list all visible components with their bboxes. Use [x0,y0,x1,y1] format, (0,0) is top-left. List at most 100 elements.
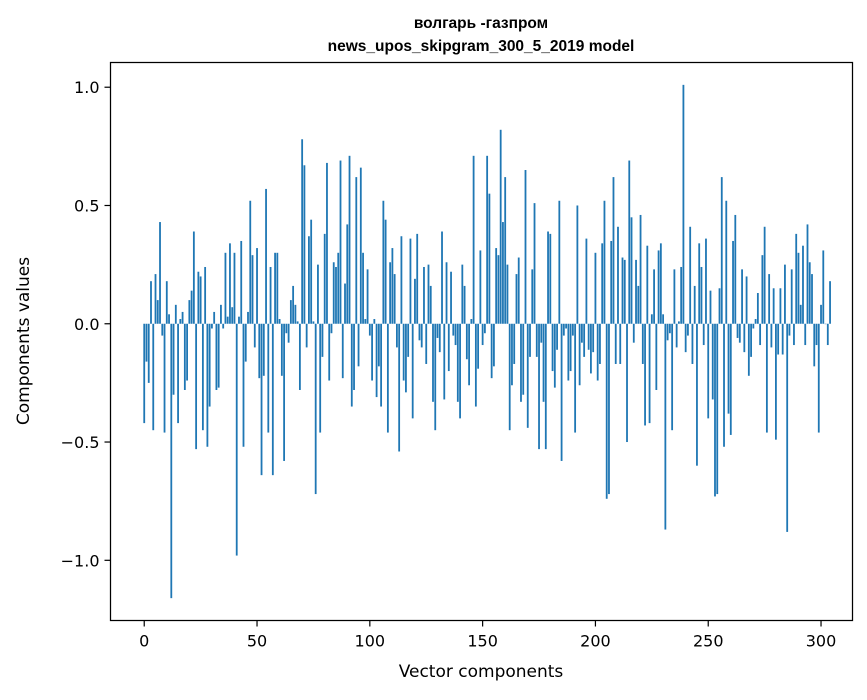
bar [518,258,520,324]
bar [346,224,348,323]
bar [719,288,721,323]
bar [504,177,506,324]
bar [166,281,168,324]
bar [419,324,421,341]
bar [511,324,513,386]
bar [698,243,700,323]
bar [669,324,671,333]
bar [155,274,157,324]
bar [608,324,610,494]
bar [335,267,337,324]
bar [646,246,648,324]
bar [464,286,466,324]
x-tick-label: 150 [467,632,498,651]
bar [502,222,504,324]
bar [317,265,319,324]
bar [281,324,283,376]
bar [660,243,662,323]
bar [498,255,500,324]
bar [531,269,533,323]
bar [186,324,188,381]
bar [820,305,822,324]
bar [685,324,687,352]
bar [732,241,734,324]
bar [488,194,490,324]
bar [240,241,242,324]
bar [213,312,215,324]
bar [475,324,477,407]
bar [304,165,306,323]
bar [446,262,448,324]
bar [247,312,249,324]
bar [802,246,804,324]
y-axis-label: Components values [14,257,34,425]
bar [714,324,716,497]
bar [299,324,301,390]
bar [786,324,788,532]
bar [538,324,540,449]
bar [671,324,673,430]
bar [493,324,495,367]
plot-frame [111,63,853,621]
x-tick-label: 50 [247,632,267,651]
bar [380,324,382,407]
bar [561,324,563,461]
bar [500,130,502,324]
chart-title-line2: news_upos_skipgram_300_5_2019 model [328,38,635,55]
bar [795,234,797,324]
bar [766,324,768,433]
bar [461,265,463,324]
bar [574,324,576,433]
bar [556,324,558,350]
bar [572,324,574,336]
bar [229,243,231,323]
bar [705,239,707,324]
bar [813,324,815,367]
bar [592,324,594,352]
bar [200,276,202,323]
bar [164,324,166,433]
x-tick-label: 100 [355,632,386,651]
bar [355,177,357,324]
bar [782,324,784,355]
bar [680,267,682,324]
bar [443,324,445,400]
bar [220,305,222,324]
bar [816,324,818,345]
bar [252,255,254,324]
bar [673,269,675,323]
bar [689,227,691,324]
bar [396,324,398,348]
bar [725,201,727,324]
bar [382,201,384,324]
bar [161,324,163,336]
bar [775,324,777,440]
bar [405,324,407,393]
y-axis: −1.0−0.50.00.51.0 [61,78,111,570]
bar [746,276,748,323]
bar [507,265,509,324]
bar [452,324,454,336]
bar [179,319,181,324]
bar [437,324,439,338]
bar [391,248,393,324]
bar [755,319,757,324]
bar [276,253,278,324]
bar [683,85,685,324]
bar [407,324,409,357]
bar [294,305,296,324]
bar [416,234,418,324]
y-tick-label: 1.0 [74,78,99,97]
bar [764,227,766,324]
bar [552,324,554,371]
bar [655,324,657,390]
bar [231,307,233,324]
bar [759,324,761,345]
bar [333,262,335,324]
bar [173,324,175,395]
bar [667,324,669,341]
bar [369,324,371,336]
bar [193,232,195,324]
bar [290,300,292,324]
bar [565,324,567,329]
